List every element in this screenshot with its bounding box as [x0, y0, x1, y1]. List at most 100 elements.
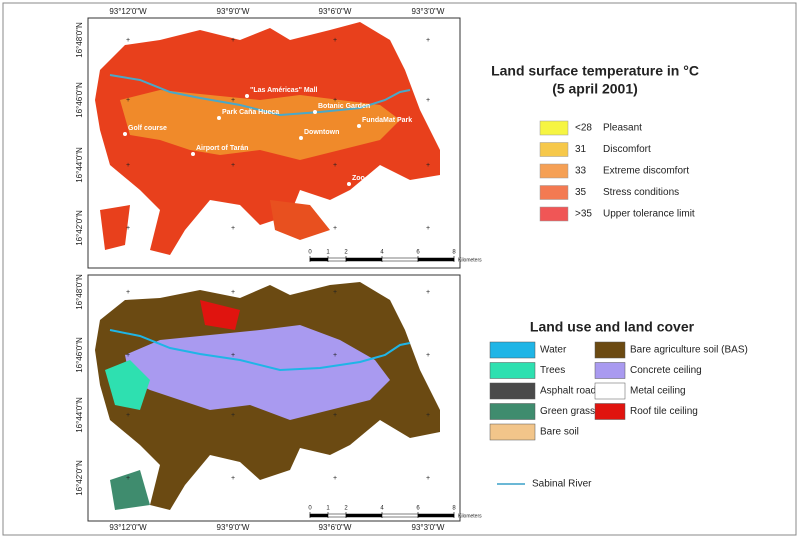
longitude-label: 93°12'0"W	[109, 7, 147, 16]
place-label: FundaMat Park	[362, 117, 412, 124]
scale-label: 8	[452, 506, 456, 512]
legend-swatch	[489, 362, 536, 379]
grid-cross: +	[333, 412, 337, 419]
lst-map	[95, 22, 440, 255]
grid-cross: +	[333, 352, 337, 359]
grid-cross: +	[231, 412, 235, 419]
grid-cross: +	[231, 225, 235, 232]
legend-label: Bare soil	[540, 427, 579, 438]
latitude-label: 16°48'0"N	[75, 274, 84, 310]
legend-label: Extreme discomfort	[603, 166, 689, 177]
scale-segment	[417, 257, 455, 262]
scale-segment	[309, 513, 329, 518]
lulc-map	[95, 282, 440, 510]
lulc-area	[110, 470, 150, 510]
grid-cross: +	[333, 97, 337, 104]
latitude-label: 16°42'0"N	[75, 460, 84, 496]
grid-cross: +	[231, 475, 235, 482]
legend-label: Water	[540, 345, 567, 356]
longitude-label: 93°3'0"W	[412, 7, 445, 16]
lst-area	[270, 200, 330, 240]
latitude-label: 16°46'0"N	[75, 82, 84, 118]
grid-cross: +	[426, 162, 430, 169]
legend-swatch	[594, 362, 626, 379]
legend-swatch	[489, 341, 536, 359]
frame	[2, 2, 797, 536]
legend-label: Sabinal River	[532, 479, 592, 490]
grid-cross: +	[126, 37, 130, 44]
scale-label: 4	[380, 250, 384, 256]
legend-title: Land surface temperature in °C	[491, 63, 699, 79]
grid-cross: +	[426, 225, 430, 232]
place-marker	[313, 110, 317, 114]
legend-label: Pleasant	[603, 123, 642, 134]
place-marker	[347, 182, 351, 186]
grid-cross: +	[126, 352, 130, 359]
scale-segment	[345, 513, 383, 518]
grid-cross: +	[231, 97, 235, 104]
legend-swatch	[539, 120, 569, 136]
place-label: Botanic Garden	[318, 103, 370, 110]
grid-cross: +	[126, 162, 130, 169]
scale-segment	[417, 513, 455, 518]
place-marker	[123, 132, 127, 136]
latitude-label: 16°42'0"N	[75, 210, 84, 246]
legend-swatch	[594, 382, 626, 400]
grid-cross: +	[333, 162, 337, 169]
legend-swatch	[539, 185, 569, 200]
place-label: Downtown	[304, 129, 339, 136]
scale-segment	[381, 513, 419, 518]
legend-label: Discomfort	[603, 144, 651, 155]
lst-area	[100, 205, 130, 250]
grid-cross: +	[126, 289, 130, 296]
legend-label: Trees	[540, 365, 565, 376]
place-label: "Las Américas" Mall	[250, 87, 318, 94]
place-marker	[357, 124, 361, 128]
legend-label: Concrete ceiling	[630, 365, 702, 376]
grid-cross: +	[426, 37, 430, 44]
legend-swatch	[489, 403, 536, 420]
legend-label: Upper tolerance limit	[603, 209, 695, 220]
longitude-label: 93°3'0"W	[412, 523, 445, 532]
lulc-area	[105, 360, 150, 410]
scale-unit: Kilometers	[458, 513, 482, 519]
scale-label: 8	[452, 250, 456, 256]
legend-label: Asphalt road	[540, 386, 596, 397]
scale-label: 1	[326, 506, 330, 512]
latitude-label: 16°46'0"N	[75, 337, 84, 373]
legend-swatch	[594, 341, 626, 359]
legend-value: 33	[575, 166, 587, 177]
lulc-area	[125, 325, 390, 420]
legend-swatch	[539, 163, 569, 179]
place-marker	[245, 94, 249, 98]
legend-value: 35	[575, 187, 587, 198]
scale-unit: Kilometers	[458, 257, 482, 263]
legend-swatch	[594, 403, 626, 420]
scale-label: 1	[326, 250, 330, 256]
legend-label: Metal ceiling	[630, 386, 686, 397]
place-marker	[191, 152, 195, 156]
grid-cross: +	[126, 97, 130, 104]
scale-label: 0	[308, 506, 312, 512]
legend-label: Bare agriculture soil (BAS)	[630, 345, 748, 356]
grid-cross: +	[333, 225, 337, 232]
place-label: Zoo	[352, 175, 365, 182]
legend-value: <28	[575, 123, 592, 134]
longitude-label: 93°6'0"W	[319, 523, 352, 532]
scale-label: 0	[308, 250, 312, 256]
grid-cross: +	[231, 37, 235, 44]
river	[109, 74, 411, 117]
longitude-label: 93°12'0"W	[109, 523, 147, 532]
grid-cross: +	[126, 225, 130, 232]
scale-segment	[327, 257, 347, 262]
scale-segment	[309, 257, 329, 262]
legend-swatch	[489, 382, 536, 400]
place-label: Airport of Tarán	[196, 145, 248, 152]
longitude-label: 93°6'0"W	[319, 7, 352, 16]
legend-subtitle: (5 april 2001)	[552, 81, 638, 97]
legend-label: Stress conditions	[603, 187, 679, 198]
longitude-label: 93°9'0"W	[217, 523, 250, 532]
legend-swatch	[489, 423, 536, 441]
grid-cross: +	[426, 475, 430, 482]
